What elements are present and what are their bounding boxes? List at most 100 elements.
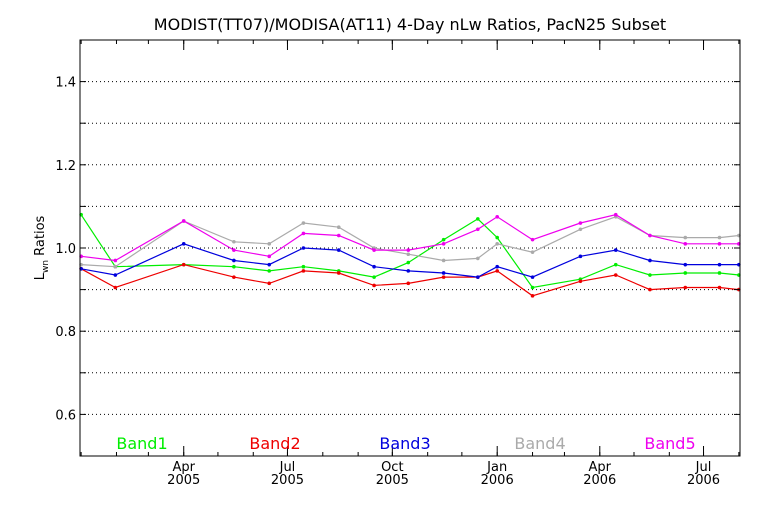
data-point (336, 271, 341, 275)
data-point (578, 227, 583, 232)
data-point (613, 273, 618, 277)
y-tick-label: 0.8 (55, 325, 76, 340)
data-point (301, 221, 306, 225)
legend-entry-band4: Band4 (514, 434, 565, 453)
x-tick-year: 2005 (167, 473, 200, 488)
data-point (717, 235, 722, 240)
data-point (372, 283, 376, 288)
data-point (495, 242, 500, 246)
data-point (683, 285, 688, 290)
data-point (372, 275, 376, 279)
y-tick-label: 0.6 (55, 408, 76, 423)
data-point (232, 248, 236, 252)
data-point (495, 264, 500, 269)
data-point (301, 246, 306, 250)
data-point (267, 281, 272, 286)
data-point (530, 275, 535, 279)
data-point (530, 285, 535, 290)
x-tick-year: 2005 (271, 473, 304, 488)
data-point (267, 242, 272, 246)
data-point (495, 269, 500, 273)
y-axis-label-sub: wn (41, 260, 51, 273)
data-point (301, 231, 306, 236)
data-point (336, 233, 341, 238)
data-point (476, 256, 480, 261)
data-point (113, 258, 118, 263)
data-point (232, 275, 236, 279)
data-point (683, 262, 688, 267)
x-tick-month: Apr (172, 460, 195, 475)
data-point (578, 254, 583, 259)
data-point (441, 242, 446, 246)
x-tick-month: Oct (381, 460, 403, 475)
legend-entry-band2: Band2 (249, 434, 300, 453)
series-line-band4 (81, 216, 739, 268)
data-point (336, 225, 341, 229)
data-point (267, 254, 272, 259)
data-point (717, 242, 722, 246)
series-line-band2 (80, 263, 739, 297)
y-axis-label-main: L (33, 272, 48, 280)
data-point (372, 264, 376, 269)
data-point (495, 235, 500, 240)
data-point (232, 258, 236, 263)
data-point (717, 262, 722, 267)
grid-lines (80, 81, 740, 415)
data-point (406, 260, 411, 265)
data-point (232, 239, 236, 244)
data-point (181, 242, 186, 246)
data-point (648, 258, 652, 263)
data-point (267, 269, 272, 273)
y-axis-label: Lwn Ratios (33, 215, 51, 280)
data-point (613, 262, 618, 267)
data-point (613, 212, 618, 217)
data-point (372, 248, 376, 252)
data-point (301, 269, 306, 273)
x-tick-year: 2006 (687, 473, 720, 488)
chart-title: MODIST(TT07)/MODISA(AT11) 4-Day nLw Rati… (154, 15, 666, 34)
series-line-band1 (80, 214, 739, 289)
data-point (113, 285, 118, 290)
series-lines (79, 212, 741, 298)
data-point (181, 262, 186, 267)
data-point (476, 275, 480, 279)
data-point (530, 237, 535, 242)
data-point (441, 258, 446, 263)
legend-entry-band1: Band1 (116, 434, 167, 453)
data-point (301, 264, 306, 269)
x-tick-year: 2006 (481, 473, 514, 488)
data-point (530, 250, 535, 254)
data-point (336, 248, 341, 252)
data-point (648, 287, 652, 292)
data-point (232, 264, 236, 269)
series-line-band5 (81, 214, 739, 262)
data-point (113, 273, 118, 277)
x-tick-month: Jul (695, 460, 712, 475)
axis-ticks: 0.60.81.01.21.4Apr2005Jul2005Oct2005Jan2… (55, 40, 740, 488)
data-point (683, 235, 688, 240)
x-tick-year: 2006 (583, 473, 616, 488)
data-point (578, 279, 583, 284)
data-point (406, 269, 411, 273)
data-point (441, 237, 446, 242)
x-tick-month: Apr (589, 460, 612, 475)
data-point (406, 248, 411, 252)
data-point (578, 221, 583, 225)
y-tick-label: 1.2 (55, 159, 76, 174)
data-point (530, 294, 535, 298)
data-point (683, 242, 688, 246)
x-tick-year: 2005 (376, 473, 409, 488)
data-point (113, 264, 118, 269)
plot-frame (79, 39, 741, 457)
data-point (648, 273, 652, 277)
data-point (406, 252, 411, 257)
data-point (267, 262, 272, 267)
data-point (648, 233, 652, 238)
data-point (717, 285, 722, 290)
legend: Band1 Band2 Band3 Band4 Band5 (116, 434, 695, 453)
y-axis-label-rest: Ratios (33, 215, 48, 260)
y-tick-label: 1.4 (55, 76, 76, 91)
x-tick-month: Jul (279, 460, 296, 475)
data-point (476, 227, 480, 232)
